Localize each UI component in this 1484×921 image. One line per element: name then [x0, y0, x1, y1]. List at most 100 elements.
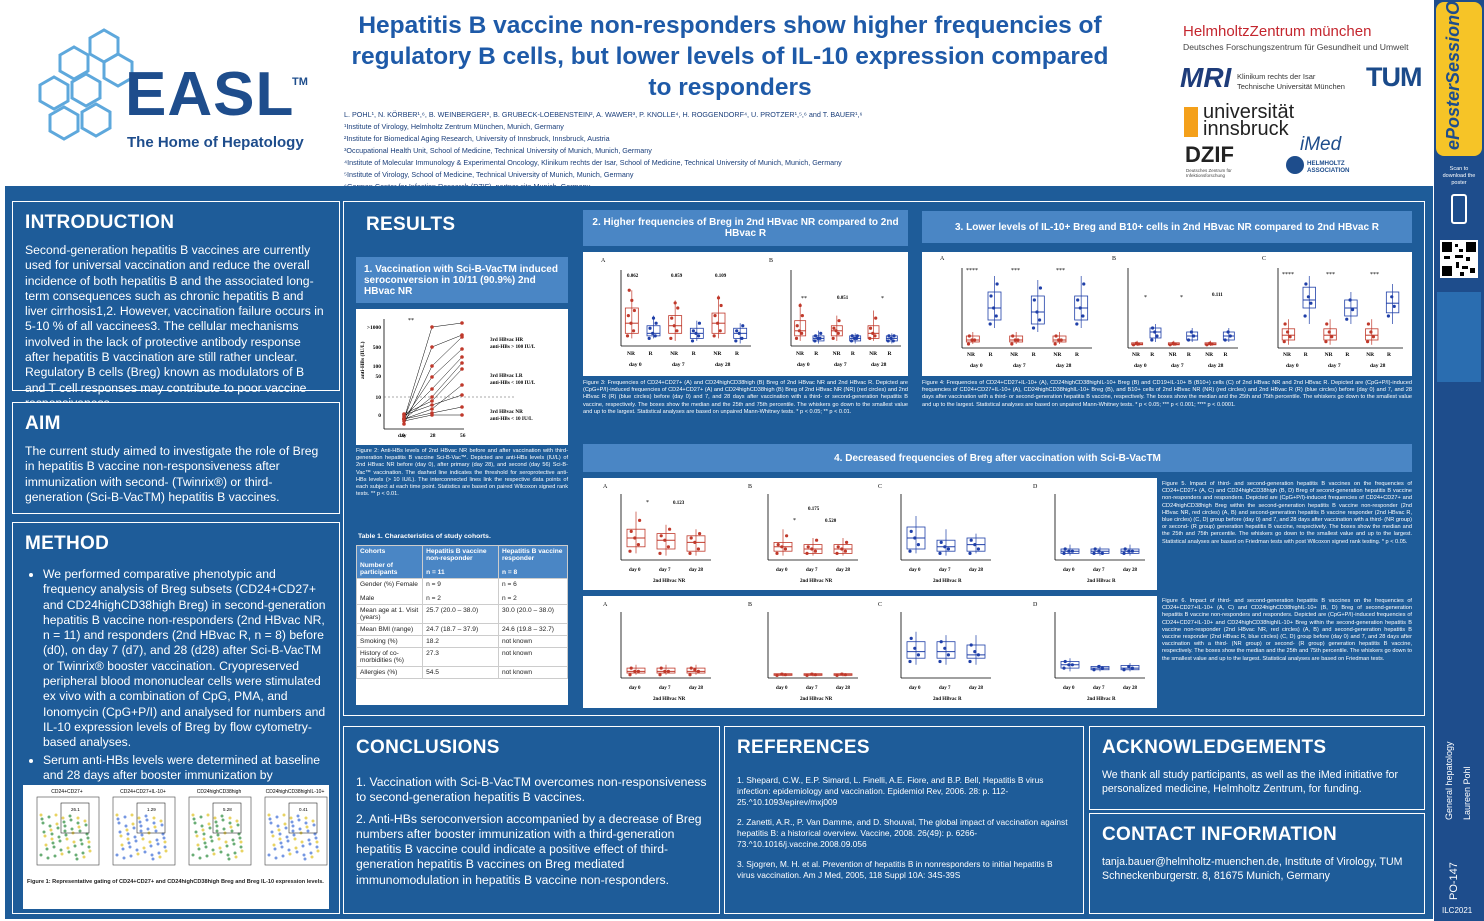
cell-event	[272, 843, 276, 847]
cell-event	[139, 824, 143, 828]
chart-label: A	[603, 602, 608, 608]
data-point	[1365, 340, 1370, 344]
chart-label: NR	[1010, 352, 1019, 358]
table-cell: Hepatitis B vaccine responder n = 8	[497, 545, 569, 579]
data-point	[909, 529, 913, 533]
box-plot	[794, 320, 807, 337]
cell-event	[149, 844, 153, 848]
cell-event	[138, 820, 142, 824]
data-point	[693, 540, 697, 544]
data-point	[1282, 340, 1286, 344]
data-point	[627, 288, 631, 292]
data-point	[672, 324, 676, 328]
data-point	[832, 326, 836, 330]
chart-label: NR	[713, 351, 722, 357]
cell-event	[212, 852, 216, 856]
data-point	[1127, 664, 1131, 669]
box-plot	[1030, 295, 1045, 325]
cell-event	[307, 838, 311, 842]
eposter-brand-box	[1436, 2, 1482, 156]
data-point	[460, 367, 464, 371]
data-point	[663, 669, 667, 673]
data-point	[886, 339, 890, 343]
chart-label: day 0	[1063, 686, 1075, 691]
chart-label: day 0	[1134, 363, 1147, 369]
affiliation: ⁵Institute of Virology, School of Medici…	[344, 170, 634, 179]
data-point	[734, 339, 738, 343]
cell-event	[63, 829, 67, 833]
chart-label: anti-HBs < 10 IU/L	[490, 416, 533, 422]
gating-plot	[264, 796, 328, 866]
data-point	[690, 339, 695, 343]
table-cell: n = 9 n = 2	[422, 578, 499, 605]
chart-label: A	[601, 258, 606, 264]
cell-event	[164, 849, 168, 853]
box-plot	[656, 533, 676, 550]
cell-event	[233, 851, 237, 855]
cell-event	[81, 851, 85, 855]
data-point	[1189, 330, 1194, 334]
cell-event	[123, 815, 127, 819]
reference-item: 2. Zanetti, A.R., P. Van Damme, and D. S…	[737, 817, 1068, 849]
chart-label: 0.111	[1212, 293, 1223, 298]
data-point	[969, 538, 973, 542]
data-point	[992, 306, 996, 310]
data-point	[1123, 547, 1127, 551]
box-plot	[1323, 328, 1337, 341]
helmholtz-logo-text: HelmholtzZentrum münchen	[1183, 23, 1372, 40]
cell-event	[226, 853, 230, 857]
chart-label: day 0	[909, 568, 921, 573]
data-point	[430, 399, 434, 403]
figure-3-chart: A B 0.062 0.059 0.109 ** 0.051 * NR NR R R NR NR R R NR N…	[583, 252, 908, 376]
cell-event	[57, 835, 61, 839]
cell-event	[267, 813, 271, 817]
easl-wordmark: EASL	[125, 60, 295, 129]
cell-event	[42, 830, 46, 834]
data-point	[813, 549, 817, 553]
data-point	[1062, 666, 1066, 670]
data-point	[460, 361, 464, 365]
cell-event	[135, 848, 139, 852]
cell-event	[55, 822, 59, 826]
data-point	[669, 336, 673, 340]
data-point	[1325, 322, 1329, 326]
chart-label: 100	[373, 364, 382, 370]
cell-event	[314, 836, 318, 840]
cell-event	[267, 853, 271, 857]
chart-label: R	[1187, 352, 1192, 358]
cell-event	[115, 853, 119, 857]
cell-event	[126, 837, 130, 841]
data-point	[430, 325, 434, 329]
chart-label: day 7	[834, 362, 847, 368]
data-point	[849, 339, 854, 343]
cell-event	[126, 832, 130, 836]
data-point	[1171, 341, 1175, 345]
data-point	[633, 669, 637, 673]
cell-event	[268, 817, 272, 821]
cell-event	[47, 815, 51, 819]
cell-event	[273, 847, 277, 851]
chart-label: R	[1032, 352, 1037, 358]
gate	[136, 802, 166, 834]
cell-event	[225, 844, 229, 848]
cell-event	[142, 846, 146, 850]
box-plot	[1281, 328, 1296, 341]
figure-4-chart: A B C **** *** *** * * 0.111 **** *** *** NR NR NR R R R N…	[922, 252, 1412, 376]
cell-event	[74, 853, 78, 857]
chart-label: day 28	[1370, 363, 1386, 369]
data-point	[636, 543, 640, 547]
chart-label: 0.41	[299, 807, 308, 812]
gating-plot	[36, 796, 100, 866]
data-point	[1223, 338, 1227, 342]
cell-event	[76, 821, 80, 825]
chart-label: *	[1144, 295, 1147, 301]
qr-code-icon[interactable]	[1440, 240, 1478, 278]
cell-event	[291, 829, 295, 833]
cell-event	[232, 842, 236, 846]
conclusion-item: 2. Anti-HBs seroconversion accompanied b…	[356, 811, 702, 887]
chart-label: C	[878, 484, 882, 490]
chart-label: 0.123	[673, 501, 685, 506]
chart-label: day 7	[659, 568, 671, 573]
